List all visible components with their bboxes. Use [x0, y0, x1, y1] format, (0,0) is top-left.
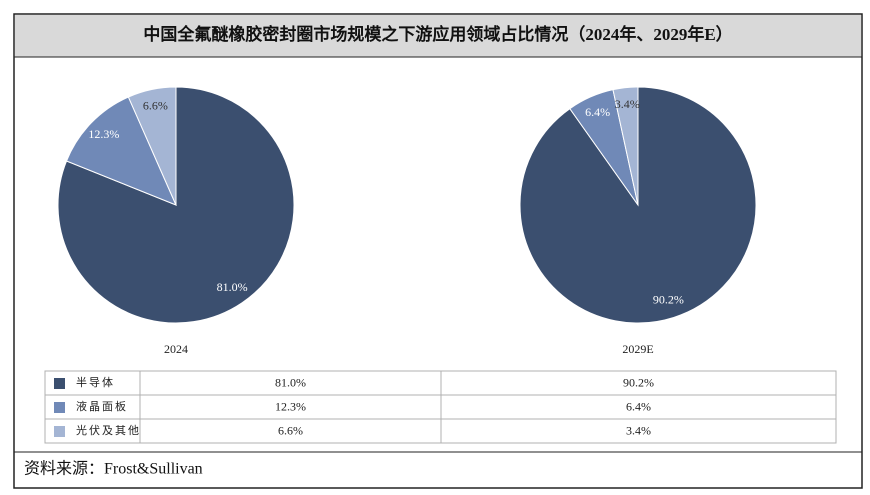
slice-label: 81.0% — [217, 280, 248, 294]
pie-slice — [57, 86, 295, 324]
pie-slice — [127, 86, 177, 206]
slice-label: 12.3% — [88, 127, 119, 141]
table-value: 6.6% — [278, 423, 303, 437]
table-cell — [440, 418, 837, 444]
pie-slice — [612, 86, 639, 206]
table-value: 12.3% — [275, 399, 306, 413]
table-value: 6.4% — [626, 399, 651, 413]
slice-label: 90.2% — [653, 292, 684, 306]
table-value: 81.0% — [275, 375, 306, 389]
pie-label: 2024 — [164, 342, 188, 356]
chart-title: 中国全氟醚橡胶密封圈市场规模之下游应用领域占比情况（2024年、2029年E） — [143, 24, 732, 44]
legend-swatch — [54, 402, 65, 413]
slice-label: 6.6% — [143, 99, 168, 113]
title-band — [15, 15, 861, 57]
pie-label: 2029E — [622, 342, 653, 356]
legend-label: 光伏及其他 — [76, 423, 141, 437]
slice-label: 6.4% — [585, 105, 610, 119]
legend-swatch — [54, 426, 65, 437]
source: 资料来源：Frost&Sullivan — [24, 460, 203, 478]
legend-label: 液晶面板 — [76, 399, 128, 413]
table-value: 3.4% — [626, 423, 651, 437]
slice-label: 3.4% — [615, 97, 640, 111]
legend-label: 半导体 — [76, 375, 115, 389]
pie-slice — [65, 96, 177, 206]
table-value: 90.2% — [623, 375, 654, 389]
legend-swatch — [54, 378, 65, 389]
